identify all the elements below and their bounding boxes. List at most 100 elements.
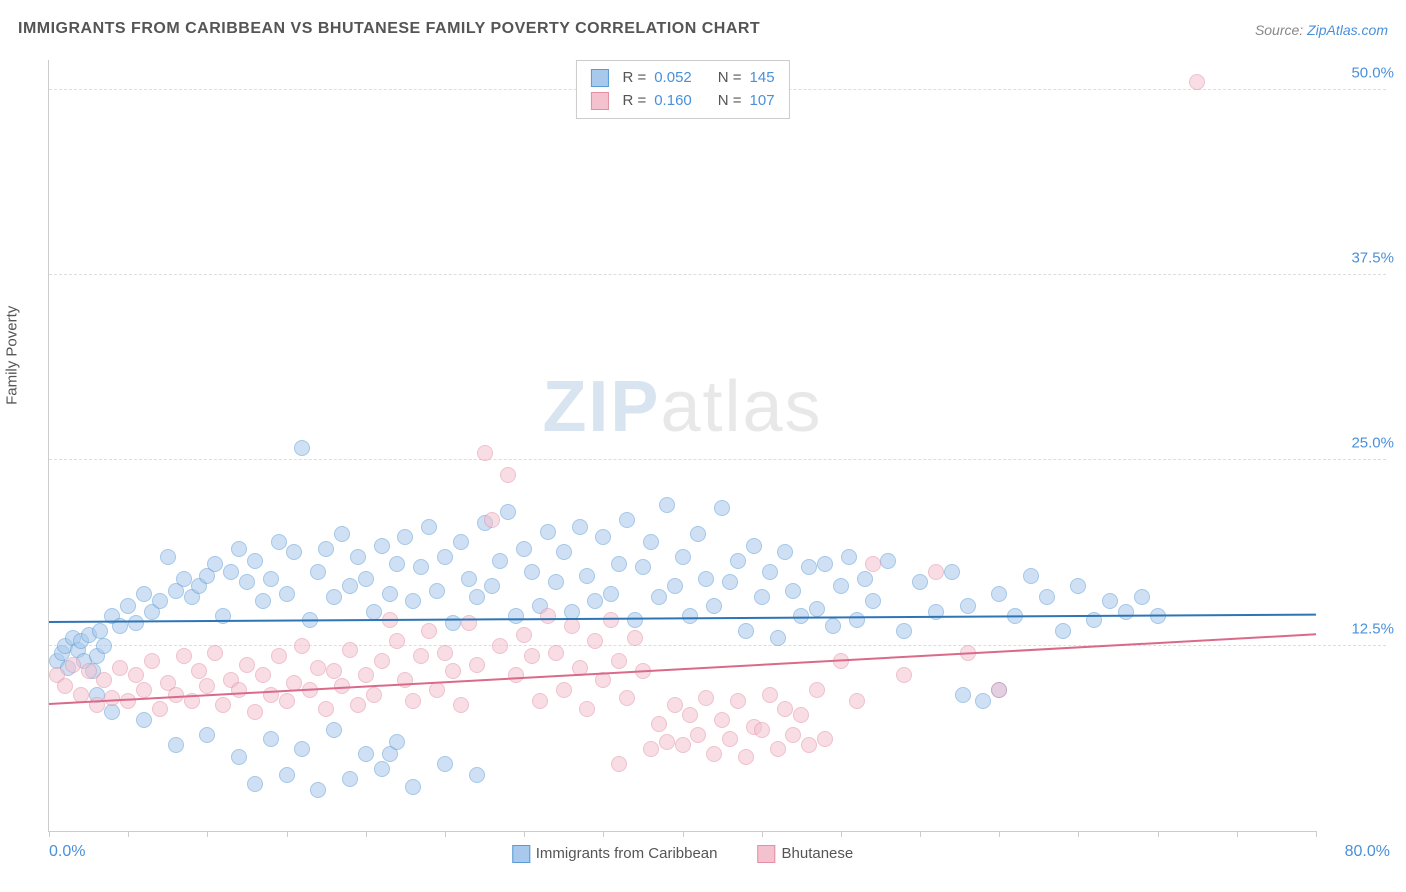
- data-point: [540, 524, 556, 540]
- chart-title: IMMIGRANTS FROM CARIBBEAN VS BHUTANESE F…: [18, 20, 760, 38]
- data-point: [770, 630, 786, 646]
- data-point: [247, 553, 263, 569]
- data-point: [199, 727, 215, 743]
- data-point: [366, 604, 382, 620]
- data-point: [389, 633, 405, 649]
- data-point: [334, 526, 350, 542]
- data-point: [651, 589, 667, 605]
- data-point: [389, 734, 405, 750]
- data-point: [310, 564, 326, 580]
- data-point: [659, 734, 675, 750]
- data-point: [279, 693, 295, 709]
- data-point: [825, 618, 841, 634]
- data-point: [714, 712, 730, 728]
- data-point: [1055, 623, 1071, 639]
- data-point: [168, 687, 184, 703]
- data-point: [1070, 578, 1086, 594]
- data-point: [92, 623, 108, 639]
- data-point: [231, 749, 247, 765]
- x-tick: [683, 831, 684, 837]
- data-point: [492, 553, 508, 569]
- data-point: [294, 440, 310, 456]
- data-point: [524, 564, 540, 580]
- data-point: [991, 682, 1007, 698]
- swatch-bhutanese-bottom: [758, 845, 776, 863]
- x-tick: [524, 831, 525, 837]
- data-point: [635, 559, 651, 575]
- data-point: [785, 727, 801, 743]
- chart-source: Source: ZipAtlas.com: [1255, 22, 1388, 38]
- data-point: [374, 538, 390, 554]
- data-point: [239, 574, 255, 590]
- data-point: [746, 538, 762, 554]
- data-point: [801, 559, 817, 575]
- data-point: [777, 701, 793, 717]
- y-tick-label: 50.0%: [1351, 64, 1394, 81]
- data-point: [263, 687, 279, 703]
- legend-row-bhutanese: R = 0.160 N = 107: [590, 90, 774, 113]
- data-point: [698, 690, 714, 706]
- legend-item-bhutanese: Bhutanese: [758, 845, 854, 863]
- data-point: [944, 564, 960, 580]
- data-point: [405, 593, 421, 609]
- data-point: [437, 645, 453, 661]
- data-point: [928, 564, 944, 580]
- data-point: [231, 541, 247, 557]
- source-link[interactable]: ZipAtlas.com: [1307, 22, 1388, 38]
- data-point: [960, 598, 976, 614]
- data-point: [96, 672, 112, 688]
- watermark: ZIPatlas: [542, 366, 822, 448]
- data-point: [1039, 589, 1055, 605]
- data-point: [279, 586, 295, 602]
- data-point: [667, 578, 683, 594]
- data-point: [611, 556, 627, 572]
- data-point: [318, 701, 334, 717]
- data-point: [413, 648, 429, 664]
- data-point: [508, 608, 524, 624]
- data-point: [627, 630, 643, 646]
- x-tick: [1078, 831, 1079, 837]
- y-tick-label: 25.0%: [1351, 435, 1394, 452]
- data-point: [896, 667, 912, 683]
- data-point: [722, 731, 738, 747]
- data-point: [587, 593, 603, 609]
- gridline: [49, 459, 1386, 460]
- data-point: [532, 693, 548, 709]
- data-point: [120, 598, 136, 614]
- x-tick: [445, 831, 446, 837]
- x-tick: [287, 831, 288, 837]
- data-point: [817, 556, 833, 572]
- data-point: [801, 737, 817, 753]
- data-point: [152, 701, 168, 717]
- data-point: [841, 549, 857, 565]
- data-point: [81, 663, 97, 679]
- data-point: [358, 571, 374, 587]
- data-point: [659, 497, 675, 513]
- data-point: [294, 741, 310, 757]
- data-point: [286, 544, 302, 560]
- data-point: [722, 574, 738, 590]
- data-point: [698, 571, 714, 587]
- data-point: [215, 697, 231, 713]
- data-point: [1118, 604, 1134, 620]
- data-point: [358, 667, 374, 683]
- data-point: [643, 534, 659, 550]
- y-axis-label: Family Poverty: [4, 306, 21, 405]
- data-point: [279, 767, 295, 783]
- data-point: [136, 682, 152, 698]
- legend-item-caribbean: Immigrants from Caribbean: [512, 845, 718, 863]
- data-point: [366, 687, 382, 703]
- data-point: [263, 731, 279, 747]
- swatch-bhutanese: [590, 92, 608, 110]
- x-tick: [1316, 831, 1317, 837]
- data-point: [350, 549, 366, 565]
- data-point: [690, 526, 706, 542]
- data-point: [136, 712, 152, 728]
- data-point: [453, 697, 469, 713]
- y-tick-label: 37.5%: [1351, 250, 1394, 267]
- data-point: [310, 660, 326, 676]
- data-point: [247, 704, 263, 720]
- data-point: [516, 541, 532, 557]
- data-point: [579, 701, 595, 717]
- data-point: [730, 553, 746, 569]
